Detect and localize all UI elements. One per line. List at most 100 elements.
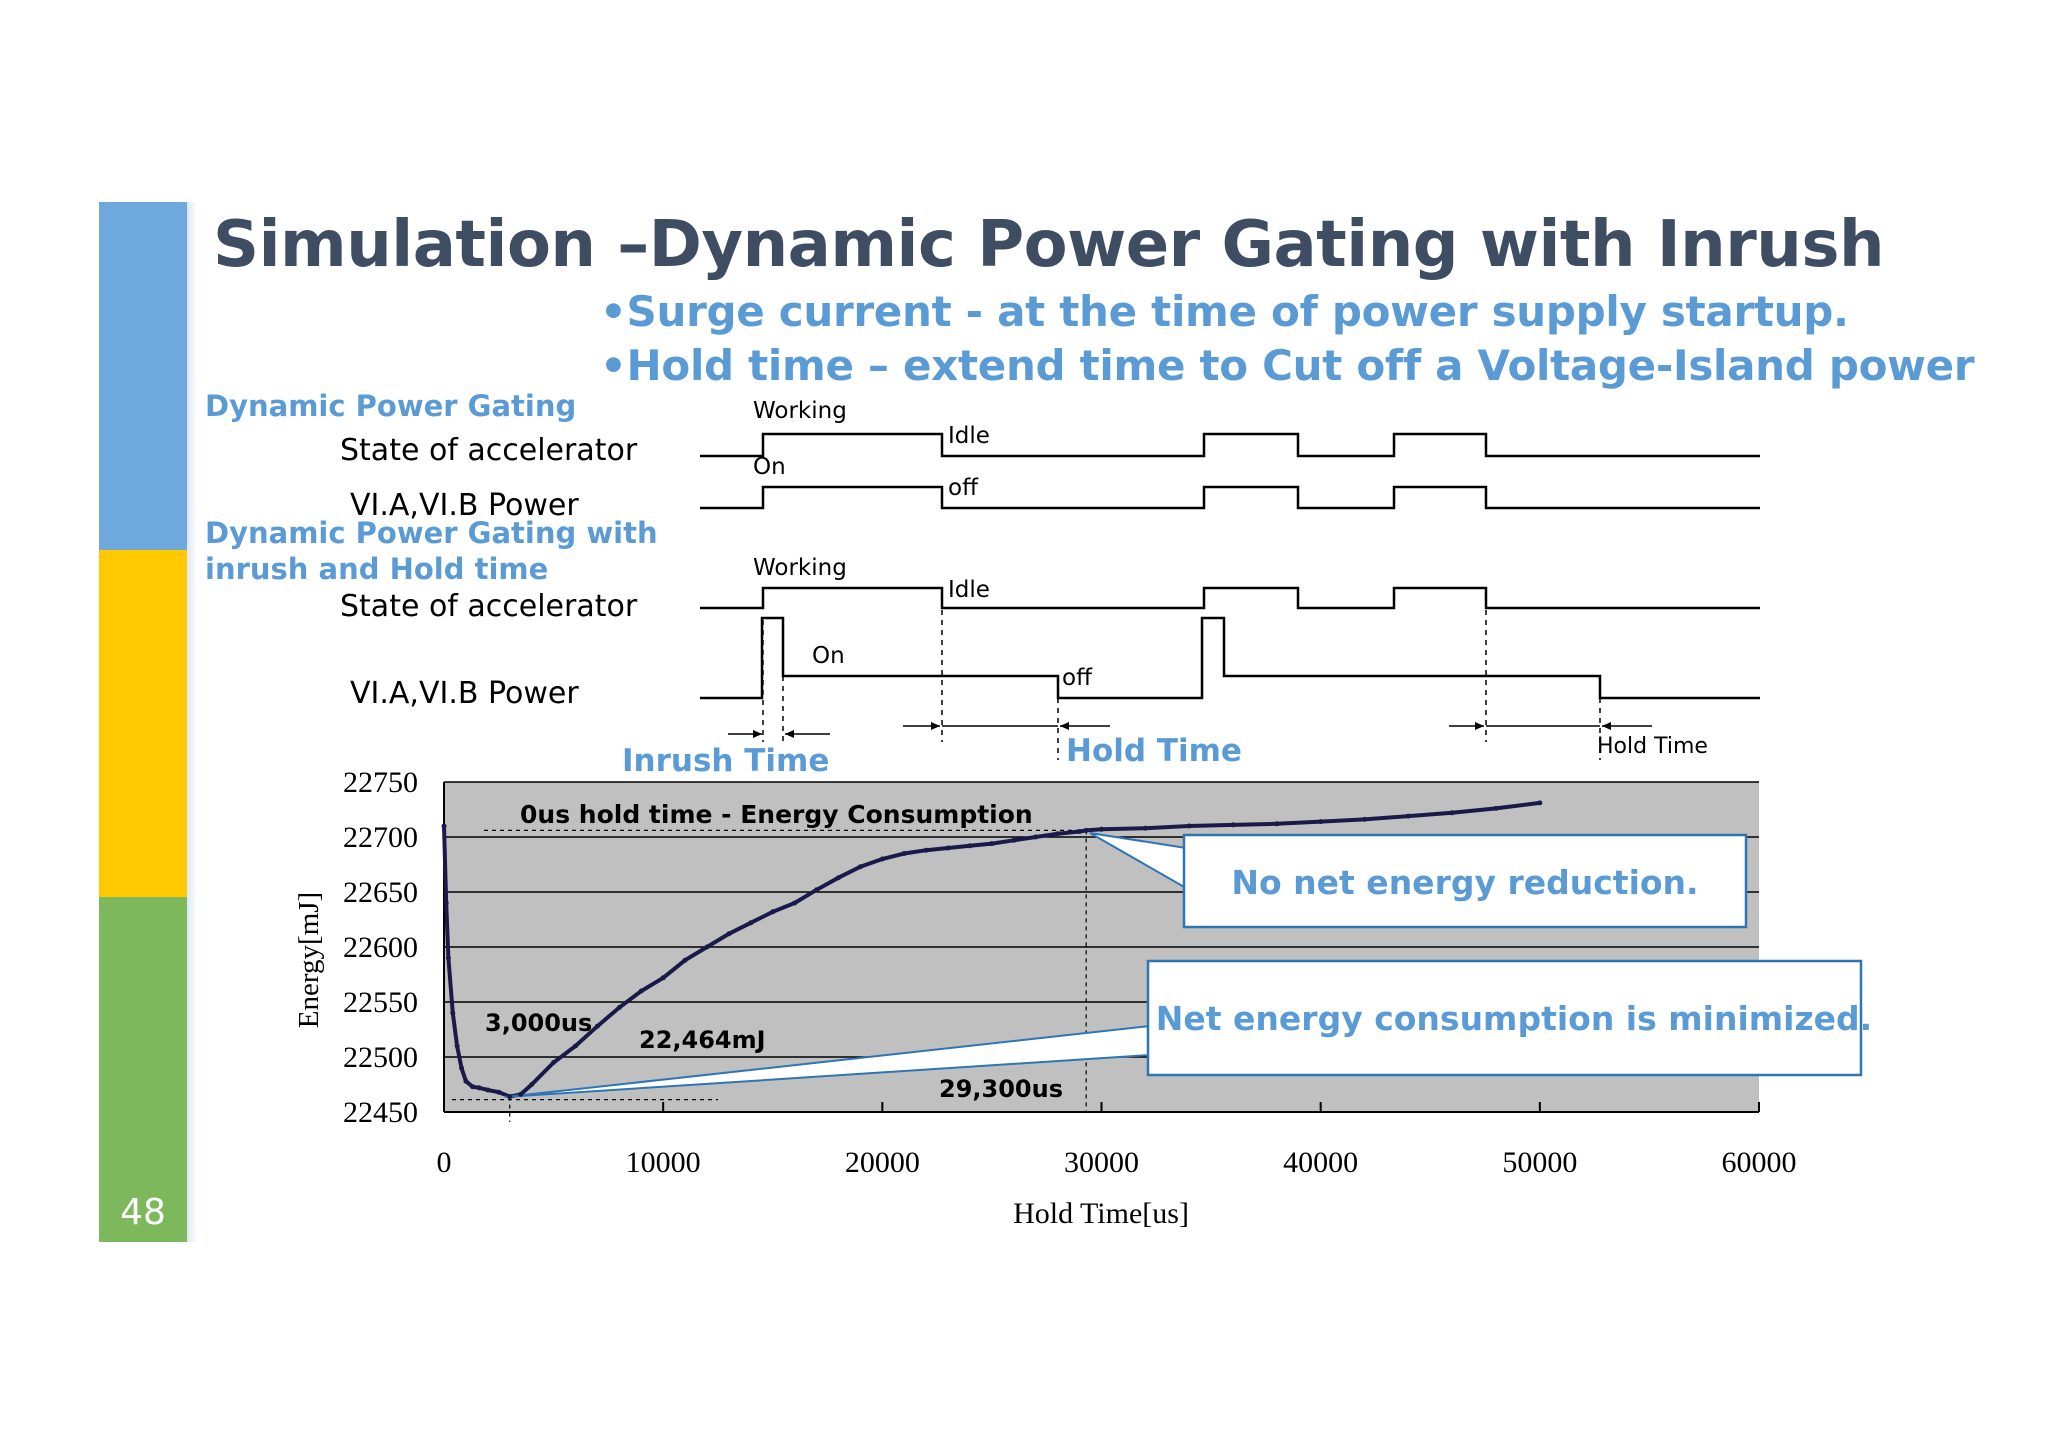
series-point (469, 1084, 475, 1090)
bullet-hold: •Hold time – extend time to Cut off a Vo… (600, 341, 1975, 390)
series-point (704, 944, 710, 950)
y-tick-label: 22600 (343, 931, 418, 964)
y-tick-label: 22500 (343, 1041, 418, 1074)
series-point (1230, 822, 1236, 828)
power-label-2: VI.A,VI.B Power (350, 676, 579, 711)
series-point (594, 1023, 600, 1029)
y-tick-label: 22750 (343, 766, 418, 799)
sidebar-yellow (99, 550, 187, 897)
label-on-2: On (812, 643, 845, 669)
annotation-min-x: 3,000us (485, 1009, 592, 1037)
series-point (945, 845, 951, 851)
series-point (1142, 825, 1148, 831)
bullet-surge: •Surge current - at the time of power su… (600, 287, 1849, 336)
series-point (573, 1043, 578, 1049)
callout-bottom-box (1146, 959, 1863, 1077)
y-tick-label: 22450 (343, 1096, 418, 1129)
series-point (1318, 819, 1324, 825)
x-tick-label: 50000 (1502, 1146, 1577, 1179)
series-point (1274, 821, 1280, 827)
series-point (616, 1005, 622, 1010)
series-point (967, 843, 973, 849)
series-point (450, 1010, 456, 1016)
series-point (476, 1085, 482, 1091)
x-axis-label: Hold Time[us] (1013, 1197, 1189, 1230)
label-off-2: off (1062, 665, 1093, 691)
label-working-1: Working (753, 398, 847, 424)
series-point (1011, 837, 1017, 843)
series-point (638, 988, 644, 994)
energy-chart: 22750 22700 22650 22600 22550 22500 22450 0 100… (293, 766, 1872, 1230)
label-hold-time-big: Hold Time (1066, 733, 1242, 769)
x-tick-label: 20000 (845, 1146, 920, 1179)
y-tick-label: 22650 (343, 876, 418, 909)
series-point (485, 1087, 491, 1093)
state-label-1: State of accelerator (340, 433, 638, 468)
series-point (1405, 813, 1411, 819)
callout-bottom-text: Net energy consumption is minimized. (1156, 999, 1872, 1038)
series-point (445, 955, 451, 961)
series-point (989, 841, 995, 847)
x-tick-label: 30000 (1064, 1146, 1139, 1179)
chart-guides (452, 829, 1087, 1122)
series-point (814, 887, 820, 893)
callout-top-box (1182, 833, 1748, 929)
series-point (1055, 831, 1061, 837)
series-point (682, 957, 688, 963)
series-point (443, 900, 449, 906)
series-point (836, 875, 841, 881)
label-off-1: off (948, 475, 979, 501)
series-point (459, 1065, 465, 1071)
sidebar-blue (99, 202, 187, 550)
label-idle-1: Idle (948, 423, 990, 449)
series-point (660, 975, 666, 981)
series-point (1362, 816, 1367, 822)
y-tick-label: 22550 (343, 986, 418, 1019)
series-point (1033, 834, 1039, 840)
series-point (879, 856, 885, 862)
y-axis-label: Energy[mJ] (293, 892, 325, 1028)
annotation-min-y: 22,464mJ (639, 1026, 766, 1054)
series-point (518, 1091, 524, 1097)
series-point (901, 851, 907, 856)
series-point (1449, 810, 1455, 816)
series-point (1077, 829, 1083, 834)
label-on-1: On (753, 454, 786, 480)
label-hold-time-small: Hold Time (1597, 734, 1708, 759)
label-idle-2: Idle (948, 577, 990, 603)
waveform-power-1 (700, 485, 1760, 510)
series-point (1186, 823, 1192, 829)
series-point (463, 1078, 469, 1084)
x-tick-label: 10000 (626, 1146, 701, 1179)
series-point (529, 1082, 535, 1087)
power-label-1: VI.A,VI.B Power (350, 488, 579, 523)
page-number: 48 (120, 1192, 166, 1233)
label-inrush-time: Inrush Time (622, 743, 829, 779)
series-point (441, 823, 447, 829)
section2-title-line2: inrush and Hold time (205, 552, 548, 586)
waveform-state-2 (700, 586, 1760, 610)
series-point (748, 920, 754, 926)
label-working-2: Working (753, 555, 847, 581)
chart-title: 0us hold time - Energy Consumption (520, 800, 1033, 829)
y-tick-label: 22700 (343, 821, 418, 854)
series-point (1099, 826, 1104, 832)
section1-title: Dynamic Power Gating (205, 389, 576, 423)
series-point (507, 1094, 513, 1100)
timing-diagram: Dynamic Power Gating State of accelerato… (205, 389, 1760, 779)
series-point (923, 847, 929, 853)
waveform-state-1 (700, 432, 1760, 458)
timing-guides (762, 610, 1601, 760)
x-tick-label: 0 (437, 1146, 452, 1179)
state-label-2: State of accelerator (340, 589, 638, 624)
series-point (496, 1089, 502, 1095)
series-point (1083, 827, 1089, 833)
series-point (454, 1043, 460, 1049)
waveform-power-2 (700, 616, 1760, 700)
series-point (857, 864, 863, 870)
sidebar-green (99, 897, 187, 1242)
series-point (551, 1060, 557, 1065)
section2-title-line1: Dynamic Power Gating with (205, 516, 658, 550)
x-tick-label: 60000 (1722, 1146, 1797, 1179)
series-point (792, 900, 798, 906)
